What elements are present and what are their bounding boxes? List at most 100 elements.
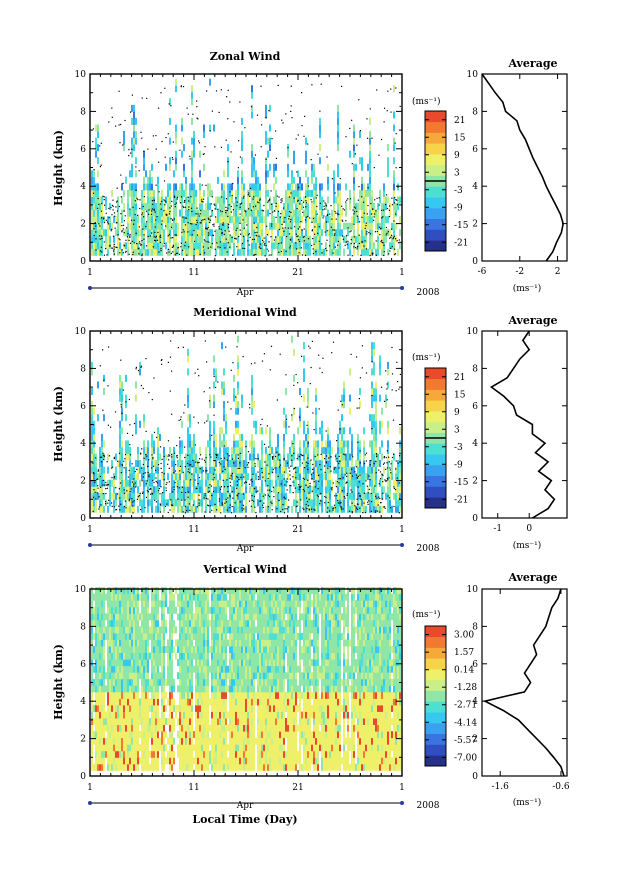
x-tick-label-zonal: 1 bbox=[87, 268, 93, 278]
date-range-end-meridional bbox=[400, 543, 404, 547]
y-tick-label-meridional: 2 bbox=[80, 477, 86, 487]
x-axis-label: Local Time (Day) bbox=[192, 813, 297, 826]
colorbar-tick-label: 1.57 bbox=[454, 648, 474, 658]
colorbar-swatch bbox=[425, 443, 446, 454]
average-title-zonal: Average bbox=[507, 57, 557, 70]
y-tick-label-vertical: 8 bbox=[80, 622, 86, 632]
colorbar-tick-label: 9 bbox=[454, 408, 460, 418]
colorbar-tick-label: -7.00 bbox=[454, 753, 477, 763]
colorbar-tick-label: 9 bbox=[454, 151, 460, 161]
x-tick-label-vertical: 21 bbox=[292, 783, 303, 793]
average-y-tick-label: 6 bbox=[472, 402, 478, 412]
colorbar-swatch bbox=[425, 680, 446, 691]
colorbar-tick-label: -9 bbox=[454, 203, 463, 213]
month-label-zonal: Apr bbox=[236, 288, 254, 298]
colorbar-swatch bbox=[425, 368, 446, 379]
colorbar-tick-label: 3 bbox=[454, 168, 460, 178]
colorbar-tick-label: -15 bbox=[454, 221, 469, 231]
average-y-tick-label: 0 bbox=[472, 257, 478, 267]
colorbar-swatch bbox=[425, 637, 446, 648]
panel-title-meridional: Meridional Wind bbox=[193, 306, 297, 319]
colorbar-swatch bbox=[425, 465, 446, 476]
average-x-tick-label: -1.6 bbox=[492, 782, 510, 792]
average-y-tick-label: 10 bbox=[467, 585, 479, 595]
average-y-tick-label: 10 bbox=[467, 70, 479, 80]
x-tick-label-vertical: 1 bbox=[399, 783, 405, 793]
year-label-vertical: 2008 bbox=[417, 801, 440, 811]
colorbar-units-zonal: (ms⁻¹) bbox=[412, 96, 441, 107]
y-tick-label-meridional: 10 bbox=[75, 327, 87, 337]
colorbar-swatch bbox=[425, 734, 446, 745]
average-y-tick-label: 0 bbox=[472, 514, 478, 524]
average-y-tick-label: 6 bbox=[472, 145, 478, 155]
average-x-tick-label: -0.6 bbox=[552, 782, 570, 792]
average-y-tick-label: 4 bbox=[472, 697, 478, 707]
x-tick-label-vertical: 11 bbox=[188, 783, 199, 793]
average-x-tick-label: 0 bbox=[526, 524, 532, 534]
colorbar-swatch bbox=[425, 411, 446, 422]
colorbar-swatch bbox=[425, 745, 446, 756]
x-tick-label-zonal: 1 bbox=[399, 268, 405, 278]
colorbar-tick-label: 21 bbox=[454, 373, 465, 383]
colorbar-swatch bbox=[425, 648, 446, 659]
colorbar-units-vertical: (ms⁻¹) bbox=[412, 609, 441, 620]
average-y-tick-label: 6 bbox=[472, 660, 478, 670]
average-xlabel-vertical: (ms⁻¹) bbox=[513, 797, 542, 808]
y-tick-label-meridional: 8 bbox=[80, 364, 86, 374]
colorbar-swatch bbox=[425, 111, 446, 122]
average-y-tick-label: 2 bbox=[472, 220, 478, 230]
colorbar-tick-label: -4.14 bbox=[454, 718, 477, 728]
colorbar-tick-label: -21 bbox=[454, 495, 469, 505]
colorbar-swatch bbox=[425, 143, 446, 154]
x-tick-label-zonal: 21 bbox=[292, 268, 303, 278]
y-tick-label-zonal: 4 bbox=[80, 182, 86, 192]
colorbar-swatch bbox=[425, 208, 446, 219]
average-y-tick-label: 10 bbox=[467, 327, 479, 337]
colorbar-swatch bbox=[425, 133, 446, 144]
colorbar-tick-label: -9 bbox=[454, 460, 463, 470]
colorbar-swatch bbox=[425, 400, 446, 411]
colorbar-tick-label: -3 bbox=[454, 443, 463, 453]
average-title-vertical: Average bbox=[507, 571, 557, 584]
average-y-tick-label: 8 bbox=[472, 622, 478, 632]
date-range-end-vertical bbox=[400, 801, 404, 805]
average-xlabel-meridional: (ms⁻¹) bbox=[513, 540, 542, 551]
y-tick-label-zonal: 10 bbox=[75, 70, 87, 80]
colorbar-swatch bbox=[425, 723, 446, 734]
colorbar-swatch bbox=[425, 390, 446, 401]
colorbar-swatch bbox=[425, 691, 446, 702]
colorbar-swatch bbox=[425, 230, 446, 241]
average-y-tick-label: 2 bbox=[472, 735, 478, 745]
average-x-tick-label: -1 bbox=[493, 524, 502, 534]
average-x-tick-label: 2 bbox=[555, 267, 561, 277]
average-profile-line bbox=[491, 331, 554, 518]
average-x-tick-label: -2 bbox=[515, 267, 524, 277]
year-label-zonal: 2008 bbox=[417, 288, 440, 298]
y-axis-label-vertical: Height (km) bbox=[52, 644, 65, 720]
average-profile-line bbox=[482, 74, 563, 261]
colorbar-swatch bbox=[425, 186, 446, 197]
colorbar-units-meridional: (ms⁻¹) bbox=[412, 352, 441, 363]
x-tick-label-meridional: 1 bbox=[399, 525, 405, 535]
y-tick-label-zonal: 2 bbox=[80, 220, 86, 230]
colorbar-swatch bbox=[425, 122, 446, 133]
colorbar-swatch bbox=[425, 755, 446, 766]
x-tick-label-vertical: 1 bbox=[87, 783, 93, 793]
y-tick-label-zonal: 8 bbox=[80, 107, 86, 117]
x-tick-label-meridional: 11 bbox=[188, 525, 199, 535]
colorbar-tick-label: -3 bbox=[454, 186, 463, 196]
average-frame bbox=[482, 589, 567, 776]
date-range-start-zonal bbox=[88, 286, 92, 290]
y-tick-label-vertical: 4 bbox=[80, 697, 86, 707]
y-tick-label-meridional: 0 bbox=[80, 514, 86, 524]
date-range-start-meridional bbox=[88, 543, 92, 547]
panel-title-zonal: Zonal Wind bbox=[210, 50, 281, 63]
colorbar-tick-label: 3.00 bbox=[454, 631, 474, 641]
